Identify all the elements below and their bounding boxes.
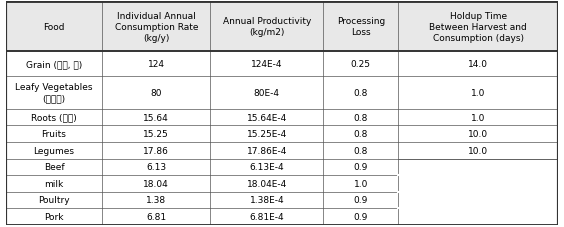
Text: 10.0: 10.0 bbox=[468, 146, 488, 155]
Text: 6.13E-4: 6.13E-4 bbox=[249, 163, 284, 172]
Text: 14.0: 14.0 bbox=[468, 59, 488, 69]
Text: 15.64E-4: 15.64E-4 bbox=[246, 113, 287, 122]
Text: 6.81: 6.81 bbox=[146, 212, 166, 221]
Text: 0.8: 0.8 bbox=[354, 89, 368, 97]
Text: 0.9: 0.9 bbox=[354, 195, 368, 205]
Text: 10.0: 10.0 bbox=[468, 130, 488, 138]
Text: 15.25E-4: 15.25E-4 bbox=[246, 130, 287, 138]
Text: 124E-4: 124E-4 bbox=[251, 59, 283, 69]
Text: 0.8: 0.8 bbox=[354, 130, 368, 138]
Text: Pork: Pork bbox=[44, 212, 64, 221]
Text: 6.81E-4: 6.81E-4 bbox=[249, 212, 284, 221]
Text: Roots (감자): Roots (감자) bbox=[31, 113, 77, 122]
Text: 1.38E-4: 1.38E-4 bbox=[249, 195, 284, 205]
Text: Grain (쌌대, 밀): Grain (쌌대, 밀) bbox=[26, 59, 82, 69]
Text: 1.0: 1.0 bbox=[471, 113, 486, 122]
Text: 1.38: 1.38 bbox=[146, 195, 166, 205]
Text: 80E-4: 80E-4 bbox=[254, 89, 280, 97]
Text: 0.8: 0.8 bbox=[354, 113, 368, 122]
Text: milk: milk bbox=[45, 179, 64, 188]
Text: Annual Productivity
(kg/m2): Annual Productivity (kg/m2) bbox=[223, 17, 311, 37]
Text: 15.64: 15.64 bbox=[143, 113, 169, 122]
Text: 1.0: 1.0 bbox=[471, 89, 486, 97]
Text: Leafy Vegetables
(야체류): Leafy Vegetables (야체류) bbox=[15, 83, 92, 103]
Text: Food: Food bbox=[43, 22, 65, 32]
Text: 0.9: 0.9 bbox=[354, 212, 368, 221]
Text: Processing
Loss: Processing Loss bbox=[337, 17, 385, 37]
Text: Poultry: Poultry bbox=[38, 195, 70, 205]
Text: 1.0: 1.0 bbox=[354, 179, 368, 188]
Text: 15.25: 15.25 bbox=[143, 130, 169, 138]
Text: Fruits: Fruits bbox=[42, 130, 67, 138]
Text: 0.25: 0.25 bbox=[351, 59, 371, 69]
Bar bbox=[6, 2, 558, 52]
Text: Individual Annual
Consumption Rate
(kg/y): Individual Annual Consumption Rate (kg/y… bbox=[114, 11, 198, 42]
Text: 0.9: 0.9 bbox=[354, 163, 368, 172]
Text: 18.04E-4: 18.04E-4 bbox=[246, 179, 287, 188]
Text: 6.13: 6.13 bbox=[146, 163, 166, 172]
Text: 17.86: 17.86 bbox=[143, 146, 169, 155]
Text: Holdup Time
Between Harvest and
Consumption (days): Holdup Time Between Harvest and Consumpt… bbox=[429, 11, 527, 42]
Text: Legumes: Legumes bbox=[33, 146, 74, 155]
Text: 80: 80 bbox=[151, 89, 162, 97]
Text: 124: 124 bbox=[148, 59, 165, 69]
Text: 18.04: 18.04 bbox=[143, 179, 169, 188]
Text: Beef: Beef bbox=[43, 163, 64, 172]
Text: 0.8: 0.8 bbox=[354, 146, 368, 155]
Text: 17.86E-4: 17.86E-4 bbox=[246, 146, 287, 155]
